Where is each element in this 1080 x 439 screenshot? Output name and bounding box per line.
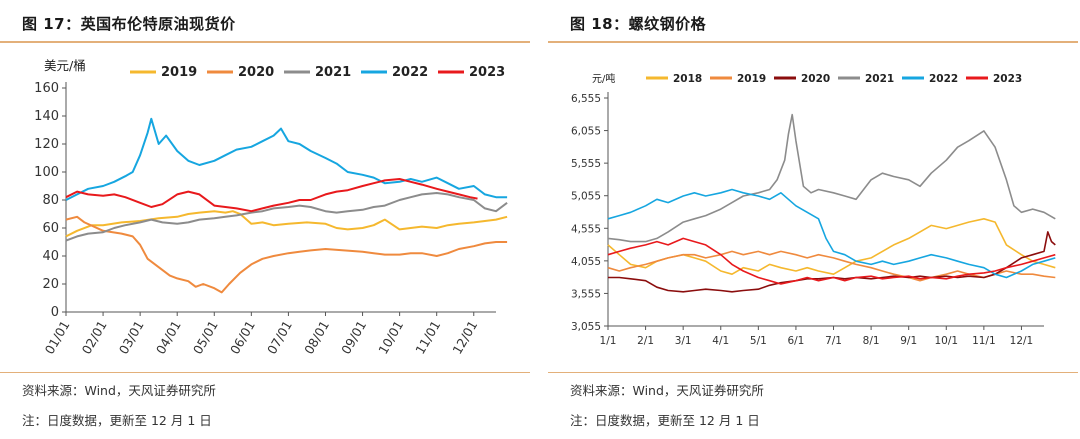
title-divider [0, 41, 530, 43]
series-line-2023 [65, 178, 478, 213]
x-tick-label: 09/01 [338, 318, 369, 357]
x-tick-label: 02/01 [79, 318, 110, 357]
x-tick-label: 05/01 [190, 318, 221, 357]
series-line-2021 [65, 192, 508, 242]
footer-divider [0, 372, 530, 373]
x-tick-label: 10/1 [934, 335, 958, 347]
x-tick-label: 6/1 [787, 335, 804, 347]
footer-divider [548, 372, 1078, 373]
y-tick-label: 20 [42, 277, 59, 292]
rebar-price-chart: 元/吨 2018 2019 2020 2021 2022 2023 3,055 3,555 4,0… [571, 72, 1056, 347]
legend-label-2021: 2021 [865, 73, 894, 85]
series-line-2021 [607, 113, 1056, 243]
legend-label-2020: 2020 [238, 65, 274, 80]
y-tick-label: 3,555 [571, 288, 601, 300]
legend-label-2022: 2022 [392, 65, 428, 80]
x-tick-label: 03/01 [116, 318, 147, 357]
x-tick-label: 9/1 [900, 335, 917, 347]
x-tick-label: 4/1 [712, 335, 729, 347]
series-line-2022 [65, 117, 508, 201]
y-tick-label: 0 [51, 305, 59, 320]
y-tick-label: 6,555 [571, 93, 601, 105]
legend-label-2023: 2023 [993, 73, 1022, 85]
y-tick-label: 6,055 [571, 126, 601, 138]
x-tick-label: 04/01 [153, 318, 184, 357]
legend-label-2019: 2019 [737, 73, 766, 85]
y-tick-label: 5,555 [571, 158, 601, 170]
y-tick-label: 100 [34, 165, 59, 180]
y-tick-label: 80 [42, 193, 59, 208]
x-tick-label: 06/01 [227, 318, 258, 357]
panel-brent-crude: 图 17：英国布伦特原油现货价 美元/桶 2019 2020 2021 2022 2023… [0, 0, 532, 439]
figure-title: 图 17：英国布伦特原油现货价 [22, 15, 236, 33]
figure-title: 图 18：螺纹钢价格 [570, 15, 707, 33]
legend-label-2018: 2018 [673, 73, 702, 85]
series-line-2020 [65, 215, 508, 294]
y-tick-label: 5,055 [571, 191, 601, 203]
legend-label-2019: 2019 [161, 65, 197, 80]
x-tick-label: 12/1 [1010, 335, 1034, 347]
y-tick-label: 4,555 [571, 223, 601, 235]
data-source: 资料来源：Wind，天风证券研究所 [570, 383, 764, 398]
legend-label-2022: 2022 [929, 73, 958, 85]
y-tick-label: 60 [42, 221, 59, 236]
x-tick-label: 1/1 [600, 335, 617, 347]
x-tick-label: 11/1 [972, 335, 996, 347]
panel-rebar-price: 图 18：螺纹钢价格 元/吨 2018 2019 2020 2021 2022 2023 3,… [548, 0, 1080, 439]
y-tick-label: 140 [34, 109, 59, 124]
x-tick-label: 07/01 [264, 318, 295, 357]
series-line-2020 [608, 231, 1056, 293]
series-line-2022 [607, 188, 1056, 279]
title-divider [548, 41, 1078, 43]
x-tick-label: 2/1 [637, 335, 654, 347]
x-tick-label: 10/01 [375, 318, 406, 357]
x-tick-label: 3/1 [675, 335, 692, 347]
x-tick-label: 08/01 [301, 318, 332, 357]
legend-label-2020: 2020 [801, 73, 830, 85]
y-tick-label: 160 [34, 81, 59, 96]
x-tick-label: 5/1 [750, 335, 767, 347]
y-tick-label: 3,055 [571, 321, 601, 333]
series-line-2023 [607, 237, 1056, 285]
x-tick-label: 12/01 [449, 318, 480, 357]
legend-label-2021: 2021 [315, 65, 351, 80]
x-tick-label: 01/01 [42, 318, 73, 357]
data-note: 注：日度数据，更新至 12 月 1 日 [22, 413, 212, 428]
y-unit-label: 元/吨 [592, 72, 615, 85]
x-tick-label: 7/1 [825, 335, 842, 347]
x-tick-label: 8/1 [863, 335, 880, 347]
y-tick-label: 120 [34, 137, 59, 152]
y-tick-label: 40 [42, 249, 59, 264]
x-tick-label: 11/01 [412, 318, 443, 357]
data-note: 注：日度数据，更新至 12 月 1 日 [570, 413, 760, 428]
legend-label-2023: 2023 [469, 65, 505, 80]
data-source: 资料来源：Wind，天风证券研究所 [22, 383, 216, 398]
y-unit-label: 美元/桶 [44, 58, 86, 73]
brent-price-chart: 美元/桶 2019 2020 2021 2022 2023 0 20 40 60 80 100 120 1… [34, 58, 508, 357]
y-tick-label: 4,055 [571, 256, 601, 268]
